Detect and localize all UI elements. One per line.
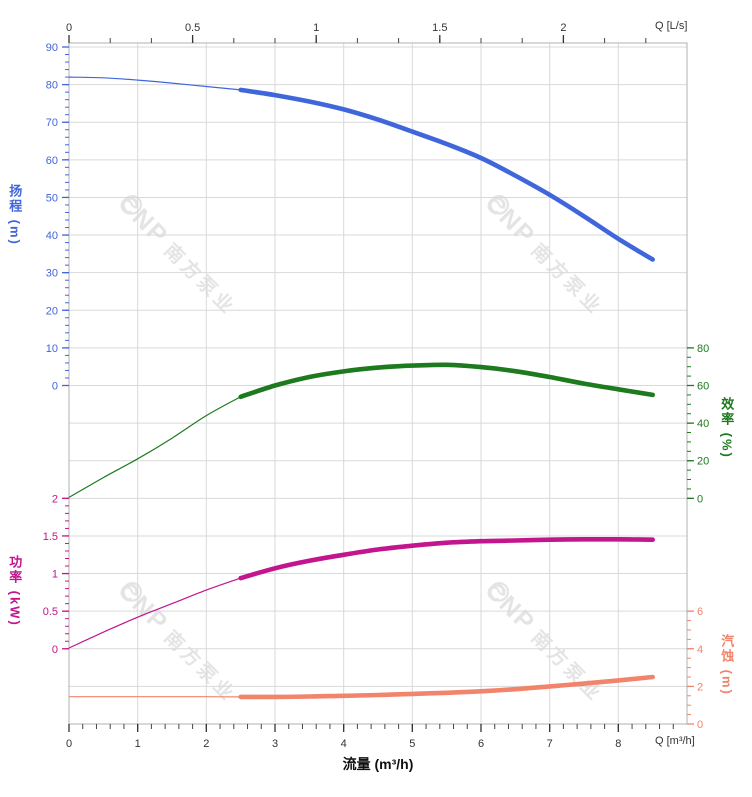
brand-watermark: CNP 南方泵业: [479, 572, 647, 707]
svg-text:0: 0: [52, 381, 58, 393]
bottom-axis-unit-label: Q [m³/h]: [655, 735, 695, 747]
top-axis-unit-label: Q [L/s]: [655, 20, 688, 32]
svg-text:70: 70: [46, 117, 58, 129]
svg-text:60: 60: [46, 155, 58, 167]
x-axis-top: [68, 35, 647, 43]
head-curve: [238, 87, 655, 262]
svg-text:2: 2: [203, 738, 209, 750]
gridlines: [69, 43, 687, 724]
svg-text:3: 3: [272, 738, 278, 750]
svg-text:90: 90: [46, 42, 58, 54]
power-curve: [238, 537, 655, 581]
brand-watermark: CNP 南方泵业: [112, 572, 280, 707]
svg-text:30: 30: [46, 268, 58, 280]
svg-text:0.5: 0.5: [185, 22, 200, 34]
svg-text:7: 7: [547, 738, 553, 750]
svg-text:10: 10: [46, 343, 58, 355]
cnp-logo-icon: [122, 194, 143, 215]
cnp-logo-icon: [489, 581, 510, 602]
x-axis-bottom: [68, 724, 674, 732]
x-axis-bottom-labels: 0 1 2 3 4 5 6 7 8: [66, 738, 621, 750]
svg-text:6: 6: [478, 738, 484, 750]
head-curve-thin: [68, 76, 241, 91]
svg-text:40: 40: [46, 230, 58, 242]
y-axis-head: 0 10 20 30 40 50 60 70 80 90: [46, 42, 69, 393]
svg-text:0: 0: [52, 644, 58, 656]
svg-text:20: 20: [697, 456, 709, 468]
efficiency-curve: [238, 362, 655, 400]
svg-text:60: 60: [697, 381, 709, 393]
svg-text:20: 20: [46, 305, 58, 317]
svg-text:1: 1: [52, 569, 58, 581]
y-axis-npsh: 0 2 4 6: [687, 606, 703, 731]
svg-text:0: 0: [697, 493, 703, 505]
svg-text:0: 0: [697, 719, 703, 731]
brand-watermark: CNP 南方泵业: [112, 185, 280, 320]
efficiency-axis-title: 效率 (%): [719, 397, 735, 459]
npsh-axis-title: 汽蚀 (m): [719, 634, 735, 696]
power-axis-title: 功率 (kW): [7, 555, 23, 627]
svg-text:2: 2: [697, 681, 703, 693]
svg-text:2: 2: [560, 22, 566, 34]
efficiency-curve-thin: [68, 396, 241, 498]
y-axis-efficiency: 0 20 40 60 80: [687, 343, 709, 505]
svg-text:1: 1: [135, 738, 141, 750]
svg-text:1.5: 1.5: [432, 22, 447, 34]
svg-text:4: 4: [697, 644, 703, 656]
power-curve-thin: [68, 577, 241, 649]
svg-text:80: 80: [697, 343, 709, 355]
y-axis-power: 0 0.5 1 1.5 2: [43, 493, 69, 656]
svg-text:6: 6: [697, 606, 703, 618]
svg-text:0: 0: [66, 738, 72, 750]
svg-text:40: 40: [697, 418, 709, 430]
svg-text:80: 80: [46, 80, 58, 92]
svg-text:8: 8: [615, 738, 621, 750]
brand-watermark: CNP 南方泵业: [479, 185, 647, 320]
svg-text:2: 2: [52, 493, 58, 505]
svg-text:4: 4: [341, 738, 347, 750]
svg-text:5: 5: [409, 738, 415, 750]
bottom-axis-title: 流量 (m³/h): [342, 756, 414, 772]
svg-text:1: 1: [313, 22, 319, 34]
svg-text:1.5: 1.5: [43, 531, 58, 543]
svg-text:0.5: 0.5: [43, 606, 58, 618]
svg-text:50: 50: [46, 192, 58, 204]
plot-border: [68, 42, 688, 725]
x-axis-top-labels: 0 0.5 1 1.5 2: [66, 22, 567, 34]
svg-text:0: 0: [66, 22, 72, 34]
cnp-logo-icon: [489, 194, 510, 215]
head-axis-title: 扬程 (m): [7, 184, 23, 246]
cnp-logo-icon: [122, 581, 143, 602]
npsh-curve: [238, 674, 655, 700]
